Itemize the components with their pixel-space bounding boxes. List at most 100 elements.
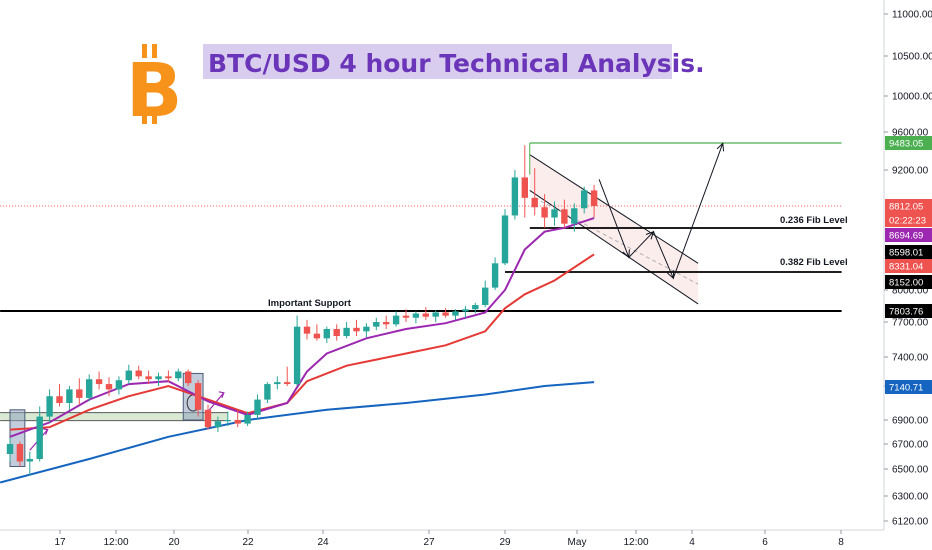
projection-arrowhead — [645, 230, 655, 240]
candle-body — [86, 379, 93, 398]
candle-body — [511, 177, 519, 216]
x-tick-label: 29 — [499, 537, 511, 548]
candle-body — [224, 420, 231, 422]
x-tick-label: May — [568, 537, 587, 548]
y-tick-label: 6900.00 — [892, 416, 929, 427]
level-label: Important Support — [268, 298, 352, 309]
candle-body — [204, 409, 212, 428]
time-axis: 17 12:00 20 22 24 27 29 May 12:00 4 6 8 — [0, 529, 884, 548]
price-tag-label: 9483.05 — [889, 139, 923, 150]
x-tick-label: 12:00 — [103, 537, 128, 548]
ema-mid-line — [9, 253, 595, 431]
candle-body — [422, 313, 429, 317]
price-tag-label: 8598.01 — [889, 248, 923, 259]
y-tick-label: 8000.00 — [892, 286, 929, 297]
logo-letter: B — [126, 48, 182, 134]
bitcoin-logo-icon: B — [126, 44, 182, 134]
candle-body — [274, 382, 281, 385]
candle-body — [244, 414, 251, 424]
price-tag-bg — [885, 228, 932, 242]
candle-body — [323, 329, 330, 339]
channel-lower-line — [529, 189, 699, 305]
candle-body — [185, 371, 192, 384]
price-tag-label: 02:22:23 — [889, 216, 926, 227]
candle-body — [571, 208, 578, 224]
price-tag-bg — [885, 304, 932, 318]
price-tag-bg — [885, 275, 932, 289]
candle-body — [462, 309, 469, 312]
candle-body — [26, 459, 33, 462]
candle-body — [155, 376, 162, 380]
channel-upper-line — [529, 154, 699, 264]
x-tick-label: 24 — [317, 537, 329, 548]
candle-body — [412, 313, 420, 318]
y-tick-label: 6120.00 — [892, 517, 929, 528]
title-background — [203, 44, 672, 79]
projection-path — [598, 142, 725, 280]
candle-body — [76, 389, 83, 398]
price-tag-bg — [885, 199, 932, 213]
price-tag-label: 8152.00 — [889, 278, 923, 289]
price-tag-bg — [885, 213, 932, 227]
price-tags: 9483.05 8812.05 02:22:23 8694.69 8598.01 8331… — [885, 136, 932, 394]
candle-body — [6, 444, 14, 454]
candle-body — [333, 329, 340, 336]
small-arrow-head — [42, 428, 49, 435]
candle-body — [452, 311, 459, 316]
x-tick-label: 4 — [689, 537, 695, 548]
candle-body — [392, 315, 400, 325]
y-tick-label: 10500.00 — [892, 52, 932, 63]
candle-body — [95, 379, 103, 385]
projection-arrowhead — [622, 249, 630, 259]
candle-body — [293, 326, 301, 385]
y-tick-label: 9600.00 — [892, 128, 929, 139]
y-tick-label: 7400.00 — [892, 353, 929, 364]
candle-body — [442, 312, 449, 316]
candle-body — [353, 327, 360, 332]
candle-body — [234, 420, 241, 424]
candle-body — [145, 376, 152, 380]
candle-body — [521, 177, 528, 198]
price-tag-label: 8694.69 — [889, 231, 923, 242]
x-tick-label: 12:00 — [623, 537, 648, 548]
candle-body — [175, 371, 182, 379]
candle-body — [551, 209, 558, 218]
candle-body — [36, 416, 43, 459]
y-tick-label: 6500.00 — [892, 465, 929, 476]
price-tag-bg — [885, 259, 932, 273]
candle-body — [501, 215, 509, 264]
candle-body — [590, 190, 598, 206]
y-tick-label: 6700.00 — [892, 440, 929, 451]
chart-title: BTC/USD 4 hour Technical Analysis. — [208, 49, 705, 78]
projection-arrowhead — [716, 142, 725, 152]
y-tick-label: 7700.00 — [892, 318, 929, 329]
candle-body — [472, 304, 479, 310]
level-label: 0.382 Fib Level — [780, 257, 848, 268]
y-tick-label: 6300.00 — [892, 492, 929, 503]
price-tag-bg — [885, 136, 932, 150]
candle-body — [303, 326, 311, 334]
candle-body — [135, 370, 142, 377]
candle-body — [402, 315, 410, 318]
candle-body — [56, 396, 63, 403]
projection-arrowhead — [666, 270, 675, 280]
y-tick-label: 9200.00 — [892, 166, 929, 177]
candle-body — [482, 287, 489, 305]
candle-body — [363, 326, 370, 332]
candle-body — [165, 376, 172, 379]
y-tick-label: 11000.00 — [892, 10, 932, 21]
candle-body — [264, 384, 271, 400]
x-tick-label: 27 — [423, 537, 435, 548]
candle-body — [491, 263, 499, 288]
x-tick-label: 6 — [762, 537, 768, 548]
price-tag-label: 7140.71 — [889, 383, 923, 394]
price-tag-bg — [885, 380, 932, 394]
candle-body — [373, 322, 380, 327]
x-tick-label: 8 — [838, 537, 844, 548]
candle-body — [541, 207, 548, 218]
candle-body — [46, 396, 53, 417]
candles — [6, 145, 598, 476]
range-highlight — [0, 412, 228, 421]
candle-body — [16, 444, 24, 462]
